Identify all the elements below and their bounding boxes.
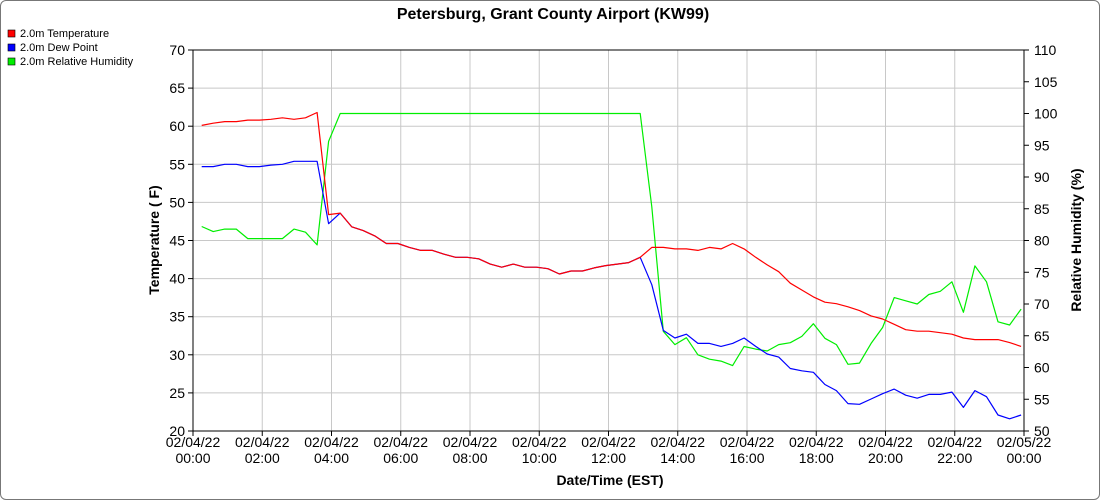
y-right-tick-label: 60 — [1034, 360, 1050, 376]
y-right-tick-label: 75 — [1034, 264, 1050, 280]
legend-label: 2.0m Relative Humidity — [20, 56, 134, 68]
legend: 2.0m Temperature 2.0m Dew Point 2.0m Relat… — [7, 28, 134, 68]
series-line-2-0m-temperature — [201, 111, 1022, 347]
x-tick-label-date: 02/04/22 — [720, 434, 775, 450]
x-tick-label-date: 02/04/22 — [374, 434, 429, 450]
x-tick-label-time: 04:00 — [314, 450, 349, 466]
x-tick-label-time: 22:00 — [937, 450, 972, 466]
y-left-tick-label: 55 — [169, 156, 185, 172]
y-left-tick-label: 25 — [169, 385, 185, 401]
y-left-tick-label: 20 — [169, 423, 185, 439]
legend-label: 2.0m Dew Point — [20, 42, 98, 54]
x-tick-label-time: 14:00 — [660, 450, 695, 466]
x-axis-label: Date/Time (EST) — [556, 472, 663, 488]
y-left-tick-label: 45 — [169, 233, 185, 249]
y-right-tick-label: 65 — [1034, 328, 1050, 344]
x-tick-label-date: 02/04/22 — [651, 434, 706, 450]
x-tick-label-time: 12:00 — [591, 450, 626, 466]
y-left-tick-label: 70 — [169, 42, 185, 58]
y-left-tick-label: 35 — [169, 309, 185, 325]
x-tick-label-time: 06:00 — [383, 450, 418, 466]
y-right-tick-label: 55 — [1034, 391, 1050, 407]
y-left-tick-label: 60 — [169, 118, 185, 134]
x-tick-label-time: 00:00 — [175, 450, 210, 466]
y-axis-right-label: Relative Humidity (%) — [1068, 168, 1084, 311]
x-tick-label-time: 02:00 — [245, 450, 280, 466]
x-tick-label-date: 02/04/22 — [928, 434, 983, 450]
x-tick-label-time: 18:00 — [799, 450, 834, 466]
y-right-tick-label: 95 — [1034, 137, 1050, 153]
chart-title: Petersburg, Grant County Airport (KW99) — [397, 6, 709, 23]
series-line-2-0m-dew-point — [201, 160, 1022, 420]
y-right-tick-label: 110 — [1034, 42, 1057, 58]
y-left-tick-label: 65 — [169, 80, 185, 96]
legend-swatch — [7, 43, 16, 52]
y-axis-left-label: Temperature ( F) — [146, 185, 162, 294]
x-tick-label-time: 16:00 — [729, 450, 764, 466]
legend-swatch — [7, 57, 16, 66]
x-tick-label-date: 02/04/22 — [235, 434, 290, 450]
x-tick-label-date: 02/04/22 — [443, 434, 498, 450]
y-right-tick-label: 105 — [1034, 74, 1058, 90]
x-tick-label-time: 10:00 — [522, 450, 557, 466]
x-tick-label-date: 02/04/22 — [512, 434, 567, 450]
x-tick-label-date: 02/04/22 — [581, 434, 636, 450]
series-line-2-0m-relative-humidity — [201, 112, 1022, 367]
y-right-tick-label: 90 — [1034, 169, 1050, 185]
x-tick-label-time: 00:00 — [1006, 450, 1041, 466]
y-left-tick-label: 30 — [169, 347, 185, 363]
series-lines — [201, 111, 1022, 420]
x-tick-label-date: 02/04/22 — [858, 434, 913, 450]
x-tick-label-date: 02/04/22 — [789, 434, 844, 450]
y-right-tick-label: 50 — [1034, 423, 1050, 439]
y-right-tick-label: 70 — [1034, 296, 1050, 312]
y-left-tick-label: 50 — [169, 194, 185, 210]
x-tick-label-date: 02/04/22 — [304, 434, 359, 450]
y-right-tick-label: 100 — [1034, 106, 1058, 122]
x-tick-label-date: 02/04/22 — [166, 434, 221, 450]
x-tick-label-time: 08:00 — [452, 450, 487, 466]
legend-swatch — [7, 29, 16, 38]
y-left-tick-label: 40 — [169, 271, 185, 287]
legend-label: 2.0m Temperature — [20, 28, 109, 40]
x-tick-label-date: 02/05/22 — [997, 434, 1052, 450]
x-tick-label-time: 20:00 — [868, 450, 903, 466]
y-right-tick-label: 85 — [1034, 201, 1050, 217]
y-right-tick-label: 80 — [1034, 233, 1050, 249]
tick-labels: 20 25 30 35 40 45 50 55 60 65 70 50 55 60 65 70 75 80 85 90… — [166, 42, 1058, 466]
